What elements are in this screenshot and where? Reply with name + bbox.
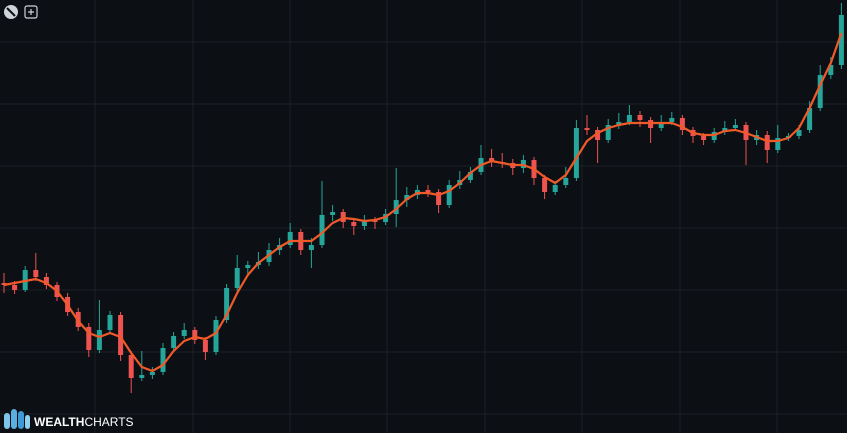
candle-body (732, 125, 738, 128)
candle-body (467, 172, 473, 180)
candle-body (817, 75, 823, 108)
logo-icon (25, 415, 30, 429)
candle-body (330, 212, 336, 215)
candle-body (404, 195, 410, 200)
logo-text: WEALTHCHARTS (34, 415, 134, 429)
candle-body (224, 288, 230, 320)
moving-average-line (3, 32, 843, 373)
logo-regular: CHARTS (84, 415, 133, 429)
add-icon (28, 9, 34, 15)
logo-icon (11, 409, 17, 429)
logo-bold: WEALTH (34, 415, 84, 429)
candle-body (234, 268, 240, 288)
plot (1, 3, 844, 393)
candle-body (796, 130, 802, 136)
horizontal-grid (0, 41, 847, 415)
candle-body (552, 185, 558, 192)
candle-body (775, 138, 781, 150)
candle-body (361, 220, 367, 226)
candle-body (96, 330, 102, 350)
candle-body (563, 178, 569, 185)
candle-body (425, 190, 431, 192)
candle-body (181, 330, 187, 336)
candle-body (86, 327, 92, 350)
candle-body (828, 65, 834, 75)
candle-body (192, 330, 198, 340)
candle-body (658, 122, 664, 128)
candle-body (139, 375, 145, 378)
candle-body (33, 270, 39, 277)
candle-body (838, 15, 844, 65)
candle-body (149, 372, 155, 375)
candle-body (171, 336, 177, 348)
candle-body (12, 285, 18, 290)
candle-body (595, 130, 601, 140)
logo-icon (18, 411, 24, 429)
candle-body (637, 115, 643, 120)
candle-body (308, 245, 314, 250)
candle-body (679, 118, 685, 130)
candle-body (287, 232, 293, 245)
toolbar (4, 5, 38, 19)
candle-body (436, 192, 442, 205)
logo: WEALTHCHARTS (4, 409, 134, 429)
vertical-grid (94, 0, 778, 433)
candle-body (245, 265, 251, 268)
candle-body (160, 348, 166, 372)
candle-body (764, 135, 770, 150)
candle-body (393, 200, 399, 214)
candle-body (701, 136, 707, 140)
candle-body (626, 115, 632, 122)
logo-icon (4, 413, 10, 429)
candle-body (669, 118, 675, 122)
candle-body (446, 185, 452, 205)
candle-body (351, 222, 357, 226)
candle-body (807, 108, 813, 130)
candle-body (128, 355, 134, 378)
candle-body (43, 277, 49, 285)
candle-body (202, 340, 208, 352)
candle-body (118, 315, 124, 355)
candle-body (542, 178, 548, 192)
candle-body (107, 315, 113, 330)
candle-body (213, 320, 219, 352)
candle-body (616, 122, 622, 125)
candle-body (584, 128, 590, 130)
settings-icon (6, 7, 16, 17)
candle-body (573, 128, 579, 178)
candle-body (605, 125, 611, 140)
candle-body (319, 215, 325, 245)
add-button[interactable] (24, 5, 38, 19)
